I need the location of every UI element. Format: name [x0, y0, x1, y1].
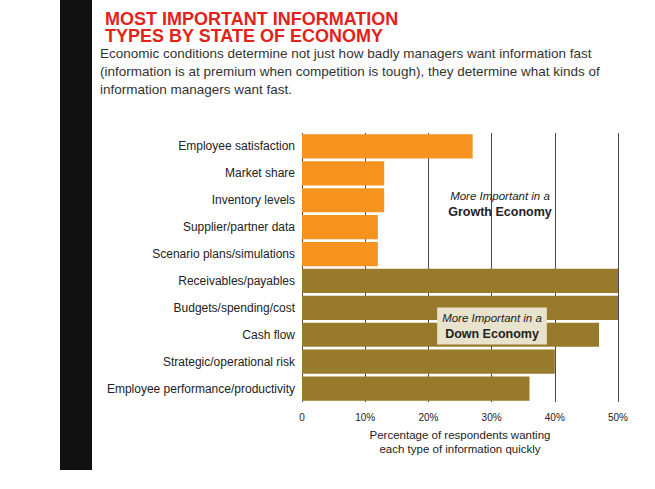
svg-text:30%: 30%	[482, 412, 502, 423]
svg-text:Budgets/spending/cost: Budgets/spending/cost	[174, 301, 296, 315]
svg-text:MOST IMPORTANT INFORMATION: MOST IMPORTANT INFORMATION	[105, 8, 399, 29]
svg-text:(information is at premium whe: (information is at premium when competit…	[100, 64, 603, 79]
svg-text:TYPES BY STATE OF ECONOMY: TYPES BY STATE OF ECONOMY	[105, 26, 383, 46]
svg-text:20%: 20%	[418, 412, 438, 423]
svg-text:Receivables/payables: Receivables/payables	[178, 274, 295, 288]
svg-text:Growth Economy: Growth Economy	[448, 205, 552, 219]
svg-text:Scenario plans/simulations: Scenario plans/simulations	[152, 247, 295, 261]
svg-text:50%: 50%	[608, 412, 628, 423]
svg-text:40%: 40%	[545, 412, 565, 423]
svg-text:information managers want fast: information managers want fast.	[100, 82, 292, 97]
svg-text:Economic conditions determine: Economic conditions determine not just h…	[100, 46, 595, 61]
svg-text:each type of information quick: each type of information quickly	[379, 443, 540, 455]
svg-text:Market share: Market share	[225, 166, 295, 180]
svg-text:Employee satisfaction: Employee satisfaction	[178, 139, 295, 153]
svg-text:Inventory levels: Inventory levels	[212, 193, 295, 207]
svg-text:Percentage of respondents want: Percentage of respondents wanting	[370, 429, 551, 441]
svg-text:Supplier/partner data: Supplier/partner data	[183, 220, 295, 234]
svg-text:Employee performance/productiv: Employee performance/productivity	[107, 382, 295, 396]
svg-text:More Important in a: More Important in a	[442, 312, 542, 324]
svg-text:Down Economy: Down Economy	[445, 327, 539, 341]
svg-text:More Important in a: More Important in a	[450, 190, 550, 202]
svg-text:0: 0	[299, 412, 305, 423]
svg-text:10%: 10%	[355, 412, 375, 423]
svg-text:Strategic/operational risk: Strategic/operational risk	[163, 355, 296, 369]
svg-text:Cash flow: Cash flow	[242, 328, 295, 342]
